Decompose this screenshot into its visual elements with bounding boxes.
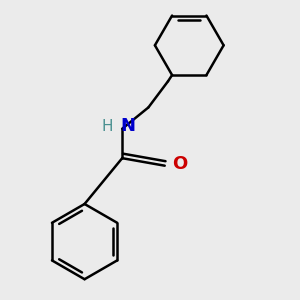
Text: H: H — [101, 118, 113, 134]
Text: N: N — [121, 117, 136, 135]
Text: O: O — [172, 155, 187, 173]
